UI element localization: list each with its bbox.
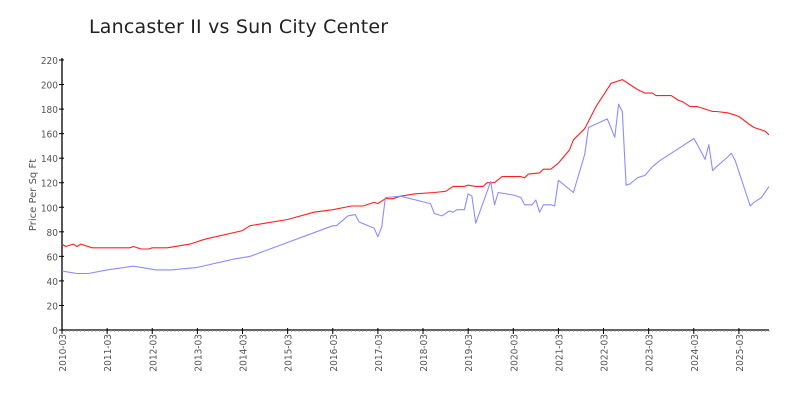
x-tick-label: 2015-03 (284, 334, 295, 372)
x-tick-label: 2020-03 (509, 334, 520, 372)
y-tick-label: 20 (47, 301, 59, 312)
x-tick-label: 2025-03 (735, 334, 746, 372)
y-tick-label: 120 (41, 179, 58, 190)
y-tick-label: 40 (47, 277, 59, 288)
y-tick-label: 140 (41, 154, 58, 165)
x-tick-label: 2012-03 (148, 334, 159, 372)
chart-title: Lancaster II vs Sun City Center (89, 16, 389, 38)
x-tick-label: 2014-03 (239, 334, 250, 372)
y-tick-label: 60 (47, 252, 59, 263)
x-tick-label: 2010-03 (58, 334, 69, 372)
y-tick-label: 100 (41, 203, 58, 214)
x-tick-label: 2021-03 (554, 334, 565, 372)
y-tick-label: 220 (41, 56, 58, 67)
y-axis-label: Price Per Sq Ft (28, 159, 39, 231)
x-tick-label: 2016-03 (329, 334, 340, 372)
x-tick-label: 2018-03 (419, 334, 430, 372)
x-tick-label: 2011-03 (103, 334, 114, 372)
series-line-2 (61, 103, 770, 275)
x-tick-label: 2019-03 (464, 334, 475, 372)
x-tick-label: 2024-03 (690, 334, 701, 372)
y-tick-label: 200 (41, 81, 58, 92)
series-lines (61, 79, 770, 275)
x-tick-label: 2022-03 (600, 334, 611, 372)
x-tick-label: 2013-03 (193, 334, 204, 372)
y-tick-label: 160 (41, 130, 58, 141)
y-tick-label: 80 (47, 228, 59, 239)
x-tick-label: 2023-03 (645, 334, 656, 372)
series-line-1 (61, 79, 770, 250)
x-tick-label: 2017-03 (374, 334, 385, 372)
axes: 0 20 40 60 80 100 120 140 160 180 200 220 2010-03 201… (28, 56, 770, 372)
y-tick-label: 180 (41, 105, 58, 116)
y-tick-label: 0 (52, 326, 58, 337)
